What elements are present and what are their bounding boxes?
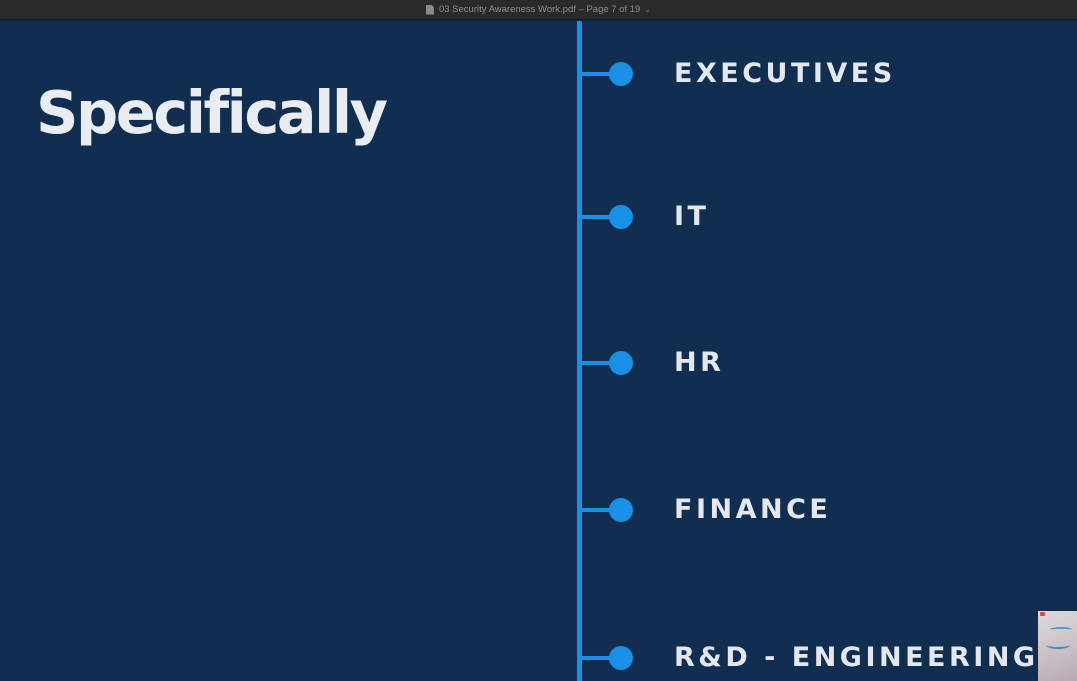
annotation-stroke xyxy=(1046,641,1070,649)
timeline-line xyxy=(577,21,582,681)
slide-heading: Specifically xyxy=(36,78,388,147)
timeline-dot xyxy=(609,646,633,670)
window-titlebar[interactable]: 03 Security Awareness Work.pdf – Page 7 … xyxy=(0,0,1077,20)
timeline-label: FINANCE xyxy=(674,494,832,525)
timeline-connector xyxy=(580,508,612,512)
timeline-connector xyxy=(580,361,612,365)
timeline-connector xyxy=(580,72,612,76)
timeline-label: IT xyxy=(674,201,710,232)
record-indicator-icon xyxy=(1040,612,1045,616)
timeline-label: EXECUTIVES xyxy=(674,58,896,89)
timeline-connector xyxy=(580,656,612,660)
timeline-dot xyxy=(609,351,633,375)
annotation-stroke xyxy=(1050,627,1072,632)
timeline-label: R&D - ENGINEERING xyxy=(674,642,1039,673)
timeline-dot xyxy=(609,498,633,522)
timeline-dot xyxy=(609,205,633,229)
timeline-connector xyxy=(580,215,612,219)
timeline-label: HR xyxy=(674,347,725,378)
slide-page: Specifically EXECUTIVES IT HR FINANCE R&… xyxy=(0,21,1077,681)
pdf-document-icon xyxy=(425,4,434,15)
window-title[interactable]: 03 Security Awareness Work.pdf – Page 7 … xyxy=(438,4,641,15)
timeline-dot xyxy=(609,62,633,86)
chevron-down-icon[interactable]: ⌄ xyxy=(644,5,652,14)
video-overlay-thumbnail[interactable] xyxy=(1038,611,1077,681)
